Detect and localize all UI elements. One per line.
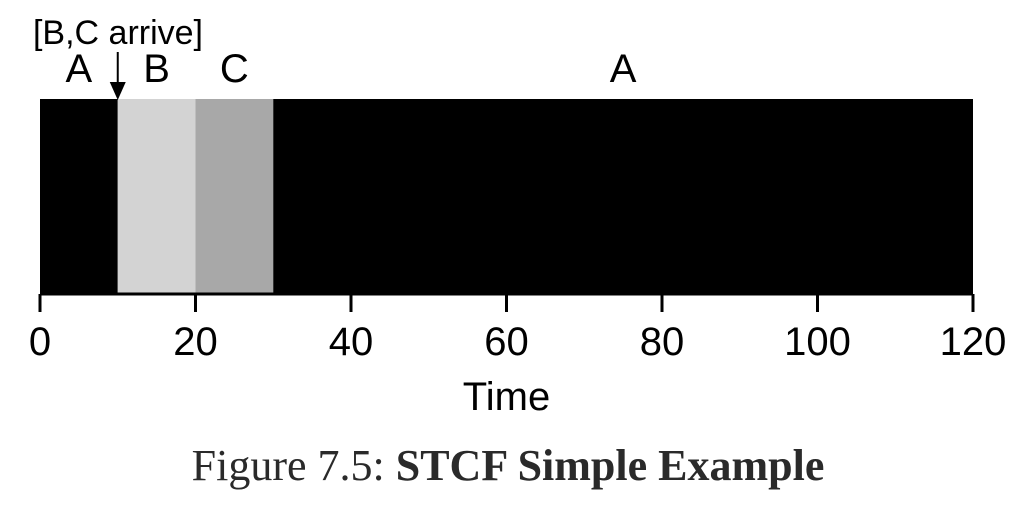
segment-b-1 [117, 99, 196, 294]
segment-label-b-1: B [143, 47, 170, 91]
segment-label-a-3: A [610, 47, 637, 91]
figure-caption: Figure 7.5: STCF Simple Example [0, 440, 1016, 491]
x-tick-label-40: 40 [329, 320, 374, 364]
x-tick-label-80: 80 [640, 320, 685, 364]
x-tick-label-20: 20 [173, 320, 218, 364]
segment-label-c-2: C [220, 47, 249, 91]
x-tick-label-60: 60 [484, 320, 529, 364]
caption-prefix: Figure 7.5: [191, 441, 385, 490]
x-axis-label: Time [463, 375, 550, 419]
x-tick-label-0: 0 [29, 320, 51, 364]
segment-label-a-0: A [66, 47, 93, 91]
x-tick-label-100: 100 [784, 320, 851, 364]
x-tick-label-120: 120 [940, 320, 1007, 364]
caption-title: STCF Simple Example [395, 441, 825, 490]
segment-c-2 [195, 99, 274, 294]
segment-a-0 [40, 99, 118, 294]
annotation-text: [B,C arrive] [33, 14, 203, 52]
gantt-chart: A B C A 0 20 40 60 80 100 120 Time [B,C arrive] [29, 14, 1007, 419]
annotation-arrow-head [109, 82, 126, 100]
segment-a-3 [273, 99, 973, 294]
